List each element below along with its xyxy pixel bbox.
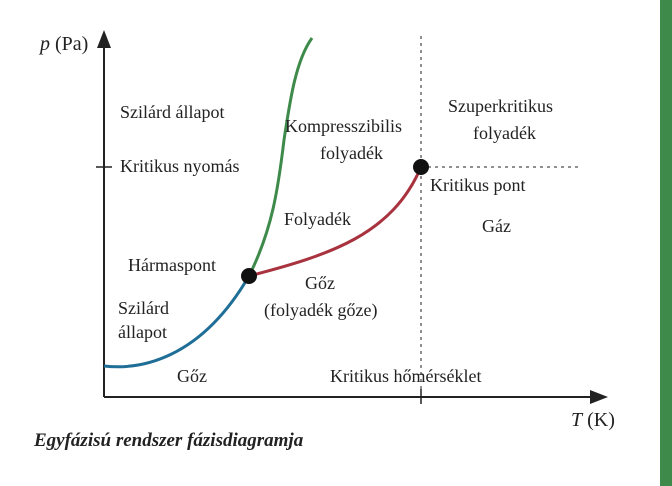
critical-point-label: Kritikus pont — [430, 175, 526, 195]
liquid-region-label: Folyadék — [284, 209, 351, 229]
compressible-liquid-label-line1: Kompresszibilis — [285, 116, 402, 136]
vapor-region-label-line2: (folyadék gőze) — [264, 300, 377, 321]
right-border-rule — [660, 0, 672, 486]
vaporization-curve — [248, 166, 423, 278]
y-axis-label: p (Pa) — [38, 33, 88, 55]
vapor-lower-label: Gőz — [177, 366, 207, 386]
solid-region-label: Szilárd állapot — [120, 102, 224, 122]
x-axis-label: T (K) — [571, 409, 615, 431]
critical-temperature-label: Kritikus hőmérséklet — [330, 366, 481, 386]
solid-lower-label-line1: Szilárd — [118, 298, 169, 318]
vapor-region-label-line1: Gőz — [305, 273, 335, 293]
x-axis-arrowhead — [590, 390, 608, 404]
supercritical-label-line2: folyadék — [473, 123, 536, 143]
triple-point-label: Hármaspont — [128, 255, 216, 275]
sublimation-curve — [103, 275, 251, 369]
compressible-liquid-label-line2: folyadék — [320, 143, 383, 163]
triple-point-marker — [241, 268, 257, 284]
supercritical-label-line1: Szuperkritikus — [448, 96, 553, 116]
gas-region-label: Gáz — [482, 216, 511, 236]
y-axis-arrowhead — [97, 30, 111, 48]
figure-caption: Egyfázisú rendszer fázisdiagramja — [33, 430, 304, 451]
critical-point-marker — [413, 159, 429, 175]
critical-pressure-label: Kritikus nyomás — [120, 156, 240, 176]
solid-lower-label-line2: állapot — [118, 322, 167, 342]
melting-curve — [247, 37, 314, 277]
